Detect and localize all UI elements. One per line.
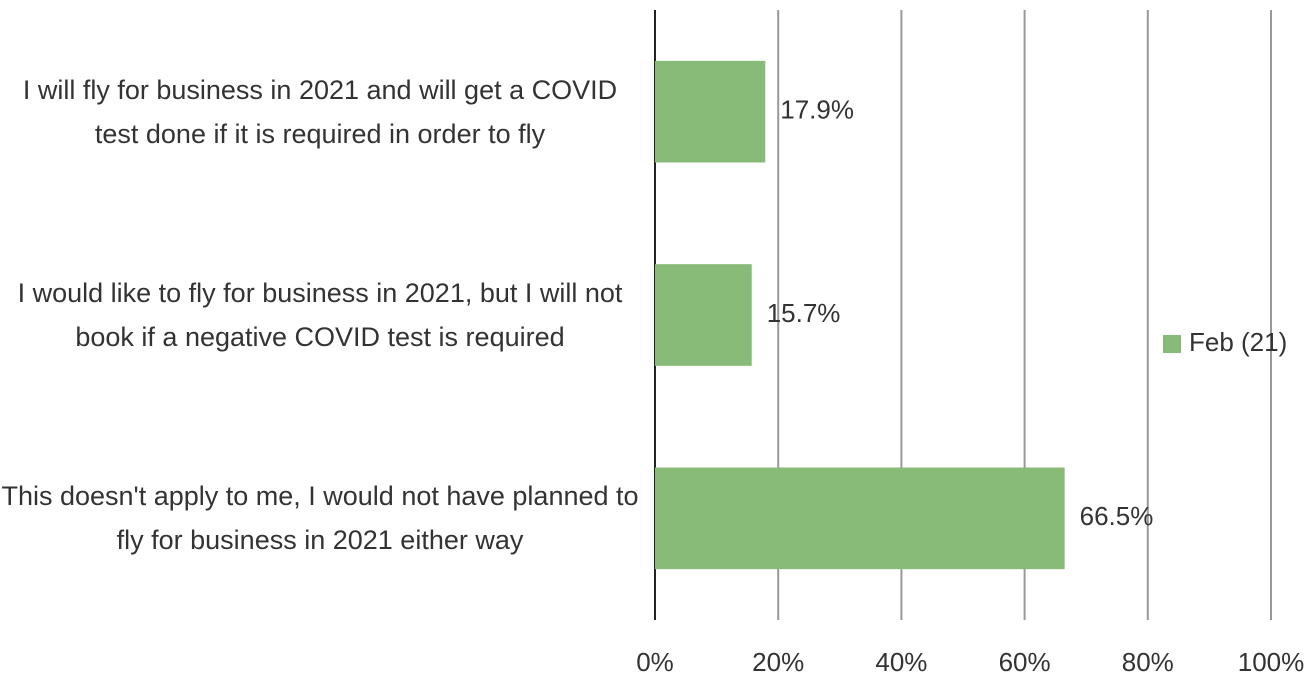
- bar: [655, 264, 752, 366]
- legend-label: Feb (21): [1189, 327, 1287, 357]
- x-tick-label: 0%: [636, 647, 674, 677]
- value-label: 15.7%: [767, 298, 841, 328]
- x-tick-label: 20%: [752, 647, 804, 677]
- value-label: 17.9%: [780, 95, 854, 125]
- legend-swatch: [1163, 335, 1181, 353]
- y-tick-label: I would like to fly for business in 2021…: [17, 277, 623, 352]
- x-tick-label: 100%: [1238, 647, 1305, 677]
- x-tick-label: 40%: [875, 647, 927, 677]
- x-tick-label: 60%: [999, 647, 1051, 677]
- x-tick-label: 80%: [1122, 647, 1174, 677]
- value-label: 66.5%: [1080, 501, 1154, 531]
- y-tick-label: I will fly for business in 2021 and will…: [22, 74, 618, 149]
- y-tick-label: This doesn't apply to me, I would not ha…: [1, 481, 639, 556]
- bar: [655, 467, 1065, 570]
- bar: [655, 60, 766, 163]
